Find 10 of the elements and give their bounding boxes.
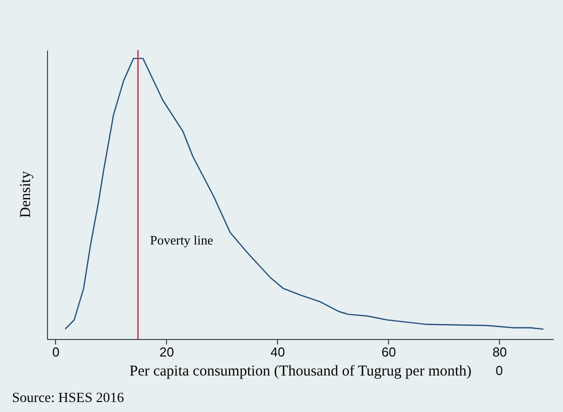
x-tick-label: 80	[492, 344, 507, 360]
source-note: Source: HSES 2016	[12, 391, 124, 406]
x-tick-label: 60	[381, 344, 396, 360]
x-axis-title: Per capita consumption (Thousand of Tugrug per month)	[129, 364, 472, 380]
ref-line-label: Poverty line	[150, 232, 214, 248]
x-tick-label: 0	[52, 344, 60, 360]
x-tick-label: 20	[160, 344, 174, 360]
y-axis-title: Density	[18, 170, 34, 218]
text: 0	[496, 363, 503, 378]
x-tick-label: 40	[270, 344, 285, 360]
